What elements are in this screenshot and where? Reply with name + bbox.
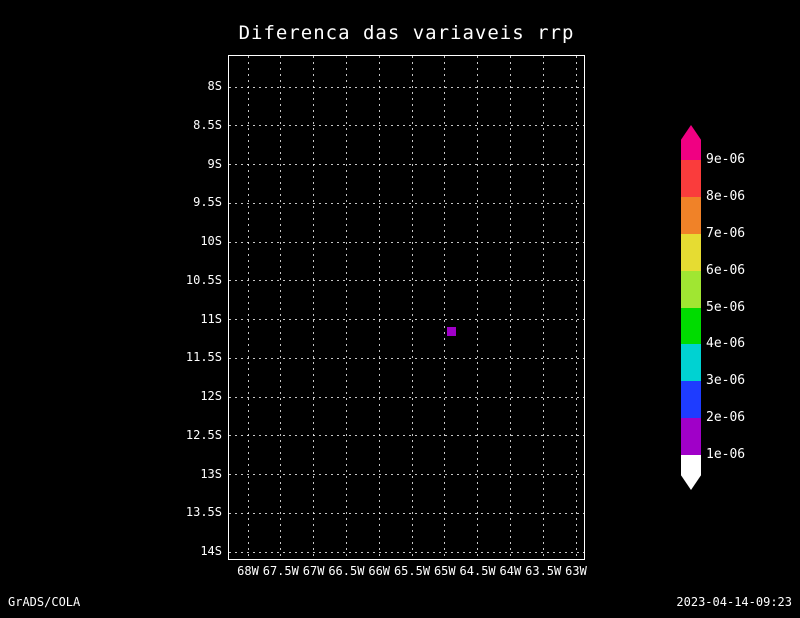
- x-tick-label: 63.5W: [525, 564, 562, 578]
- x-gridline: [477, 56, 479, 559]
- x-gridline: [345, 56, 347, 559]
- x-tick-label: 63W: [565, 564, 587, 578]
- colorbar-band: [681, 418, 701, 456]
- x-gridline: [542, 56, 544, 559]
- colorbar-band: [681, 196, 701, 235]
- y-tick-label: 12.5S: [185, 427, 222, 442]
- x-gridline: [247, 56, 249, 559]
- x-gridline: [444, 56, 446, 559]
- y-tick-label: 14S: [200, 544, 222, 558]
- y-gridline: [229, 512, 584, 514]
- colorbar-band: [681, 307, 701, 346]
- x-tick-label: 64W: [499, 564, 522, 578]
- colorbar-label: 4e-06: [706, 336, 746, 352]
- x-tick-label: 66.5W: [328, 564, 365, 578]
- y-tick-label: 13S: [200, 466, 222, 481]
- x-tick-label: 66W: [368, 564, 391, 578]
- x-tick-label: 65.5W: [393, 564, 431, 578]
- y-tick-label: 13.5S: [185, 505, 222, 520]
- y-gridline: [229, 435, 584, 437]
- x-gridline: [509, 56, 511, 559]
- colorbar-label: 1e-06: [706, 447, 746, 462]
- timestamp: 2023-04-14-09:23: [676, 595, 792, 609]
- y-tick-label: 12S: [200, 389, 222, 403]
- colorbar-top-arrow: [681, 125, 701, 160]
- colorbar-label: 3e-06: [706, 373, 746, 389]
- y-gridline: [229, 551, 584, 553]
- grads-attribution: GrADS/COLA: [8, 595, 81, 609]
- colorbar-band: [681, 344, 701, 383]
- colorbar-label: 2e-06: [706, 410, 746, 426]
- y-tick-label: 10S: [200, 234, 222, 248]
- y-gridline: [229, 357, 584, 359]
- y-gridline: [229, 202, 584, 204]
- x-tick-label: 65W: [433, 564, 456, 578]
- y-tick-label: 11S: [200, 311, 222, 326]
- x-gridline: [575, 56, 577, 559]
- x-tick-label: 67W: [302, 564, 325, 578]
- colorbar-label: 5e-06: [706, 299, 746, 315]
- colorbar-band: [681, 270, 701, 309]
- y-gridline: [229, 319, 584, 320]
- plot-area-border: [228, 55, 585, 560]
- colorbar-band: [681, 233, 701, 272]
- colorbar-bottom-arrow: [681, 455, 701, 490]
- x-tick-label: 68W: [237, 564, 259, 578]
- x-tick-label: 64.5W: [459, 564, 496, 578]
- x-gridline: [411, 56, 413, 559]
- y-gridline: [229, 396, 584, 398]
- colorbar-label: 8e-06: [706, 188, 746, 204]
- colorbar-label: 6e-06: [706, 262, 746, 278]
- y-gridline: [229, 280, 584, 282]
- y-gridline: [229, 125, 584, 127]
- y-gridline: [229, 86, 584, 88]
- y-gridline: [229, 474, 584, 475]
- x-gridline: [313, 56, 315, 559]
- colorbar-band: [681, 160, 701, 198]
- y-tick-label: 10.5S: [185, 272, 222, 287]
- y-gridline: [229, 241, 584, 243]
- colorbar-label: 7e-06: [706, 225, 746, 241]
- y-tick-label: 8S: [207, 79, 222, 93]
- x-tick-label: 67.5W: [262, 564, 299, 578]
- x-gridline: [378, 56, 380, 559]
- y-gridline: [229, 164, 584, 165]
- y-tick-label: 9S: [207, 156, 222, 171]
- colorbar-band: [681, 381, 701, 420]
- colorbar-label: 9e-06: [706, 152, 746, 167]
- y-tick-label: 8.5S: [193, 117, 222, 132]
- y-tick-label: 11.5S: [185, 350, 222, 365]
- data-point: [446, 326, 456, 336]
- y-tick-label: 9.5S: [193, 195, 222, 210]
- chart-title: Diferenca das variaveis rrp: [238, 22, 575, 44]
- x-gridline: [280, 56, 282, 559]
